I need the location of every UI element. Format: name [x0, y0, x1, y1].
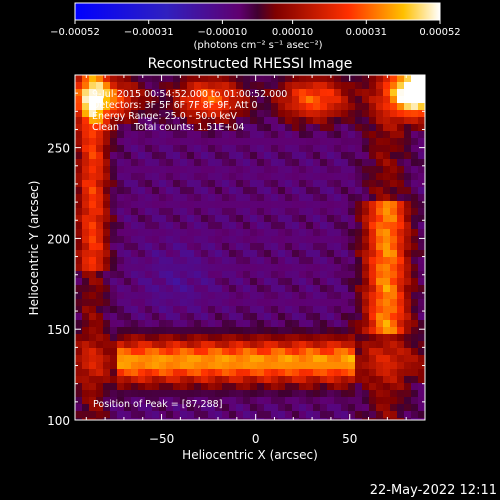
annotation-time: 9-Jul-2015 00:54:52.000 to 01:00:52.000 [92, 89, 287, 100]
y-axis-label: Heliocentric Y (arcsec) [27, 181, 41, 316]
annotation-energy: Energy Range: 25.0 - 50.0 keV [92, 111, 237, 122]
colorbar-tick-label: −0.00010 [198, 27, 248, 38]
x-tick-label: 0 [252, 432, 260, 446]
plot-frame [74, 74, 426, 421]
axis-ticks: −50 0 50 100 150 200 250 [47, 74, 426, 446]
y-tick-label: 200 [47, 232, 70, 246]
colorbar-tick-label: 0.00031 [346, 27, 387, 38]
peak-position-label: Position of Peak = [87,288] [93, 399, 222, 410]
y-tick-label: 100 [47, 414, 70, 428]
x-axis-label: Heliocentric X (arcsec) [182, 448, 318, 462]
y-tick-label: 250 [47, 142, 70, 156]
annotation-detectors: Detectors: 3F 5F 6F 7F 8F 9F, Att 0 [92, 100, 258, 111]
footer-date: 22-May-2022 12:11 [370, 483, 497, 498]
annotation-clean: Clean Total counts: 1.51E+04 [92, 122, 244, 133]
colorbar-tick-label: 0.00010 [272, 27, 313, 38]
x-tick-label: 50 [342, 432, 357, 446]
y-tick-label: 150 [47, 323, 70, 337]
heatmap-image [75, 75, 425, 420]
x-tick-label: −50 [149, 432, 174, 446]
colorbar-tick-label: 0.00052 [419, 27, 460, 38]
colorbar-units-label: (photons cm⁻² s⁻¹ asec⁻²) [193, 40, 322, 51]
colorbar [74, 2, 441, 21]
colorbar-tick-label: −0.00052 [50, 27, 100, 38]
chart-title: Reconstructed RHESSI Image [148, 56, 353, 72]
colorbar-tick-label: −0.00031 [124, 27, 174, 38]
colorbar-ticks: −0.00052 −0.00031 −0.00010 0.00010 0.00031 0.… [50, 20, 461, 38]
